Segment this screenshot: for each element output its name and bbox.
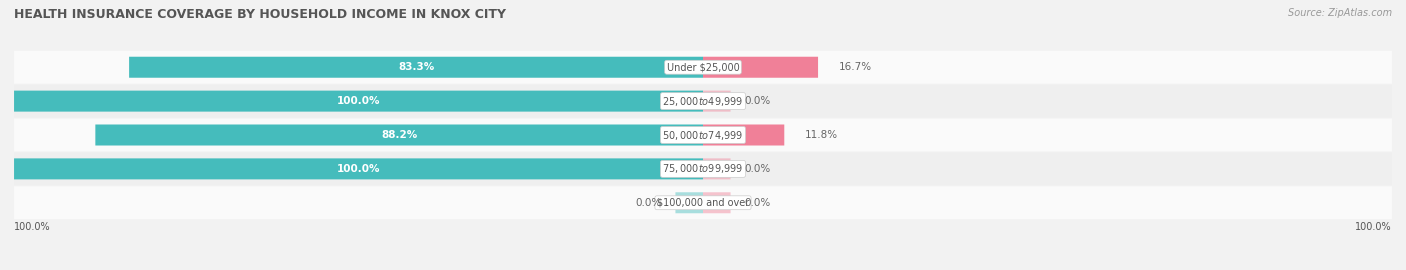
FancyBboxPatch shape	[14, 186, 1392, 219]
Text: $25,000 to $49,999: $25,000 to $49,999	[662, 94, 744, 108]
FancyBboxPatch shape	[96, 124, 703, 146]
FancyBboxPatch shape	[14, 153, 1392, 185]
Text: 16.7%: 16.7%	[839, 62, 872, 72]
Text: 100.0%: 100.0%	[337, 164, 380, 174]
FancyBboxPatch shape	[14, 158, 703, 179]
Text: HEALTH INSURANCE COVERAGE BY HOUSEHOLD INCOME IN KNOX CITY: HEALTH INSURANCE COVERAGE BY HOUSEHOLD I…	[14, 8, 506, 21]
Text: $50,000 to $74,999: $50,000 to $74,999	[662, 129, 744, 141]
FancyBboxPatch shape	[703, 57, 818, 78]
Text: 100.0%: 100.0%	[337, 96, 380, 106]
Text: 100.0%: 100.0%	[1355, 222, 1392, 232]
Text: 88.2%: 88.2%	[381, 130, 418, 140]
FancyBboxPatch shape	[14, 91, 703, 112]
Text: $100,000 and over: $100,000 and over	[657, 198, 749, 208]
FancyBboxPatch shape	[129, 57, 703, 78]
Text: 100.0%: 100.0%	[14, 222, 51, 232]
FancyBboxPatch shape	[14, 85, 1392, 117]
Text: 0.0%: 0.0%	[636, 198, 662, 208]
FancyBboxPatch shape	[14, 119, 1392, 151]
FancyBboxPatch shape	[14, 51, 1392, 84]
FancyBboxPatch shape	[675, 192, 703, 213]
Text: Source: ZipAtlas.com: Source: ZipAtlas.com	[1288, 8, 1392, 18]
Text: 0.0%: 0.0%	[744, 198, 770, 208]
Text: 11.8%: 11.8%	[806, 130, 838, 140]
Text: Under $25,000: Under $25,000	[666, 62, 740, 72]
FancyBboxPatch shape	[703, 91, 731, 112]
FancyBboxPatch shape	[703, 124, 785, 146]
Text: 0.0%: 0.0%	[744, 164, 770, 174]
Text: 0.0%: 0.0%	[744, 96, 770, 106]
Text: $75,000 to $99,999: $75,000 to $99,999	[662, 162, 744, 176]
Text: 83.3%: 83.3%	[398, 62, 434, 72]
FancyBboxPatch shape	[703, 158, 731, 179]
FancyBboxPatch shape	[703, 192, 731, 213]
